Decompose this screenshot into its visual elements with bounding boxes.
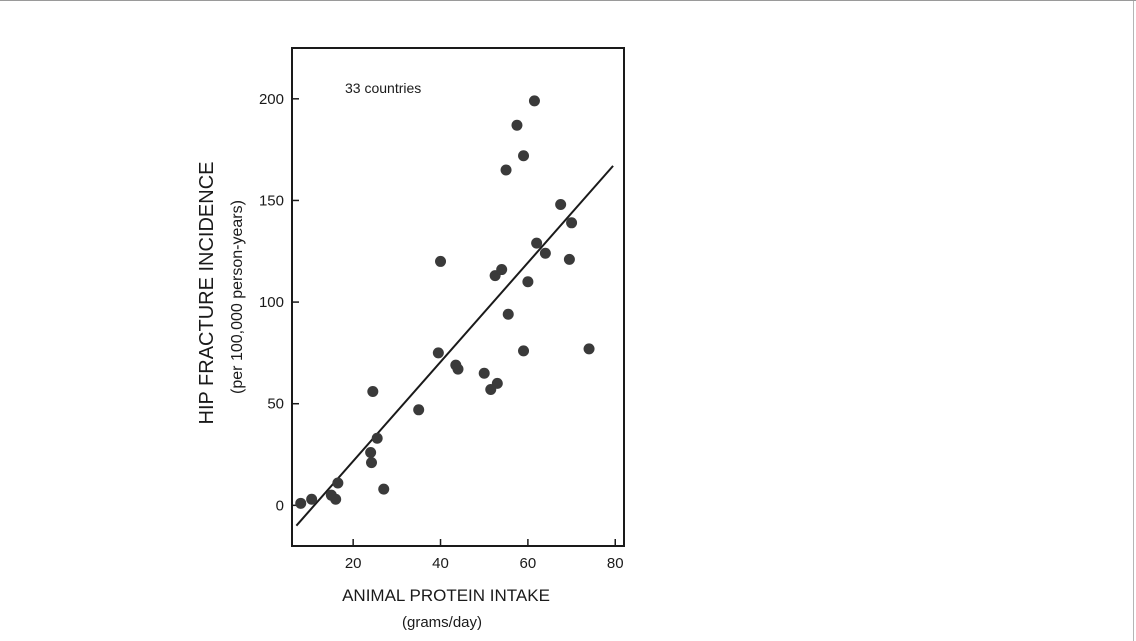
data-point	[435, 255, 447, 267]
y-axis-title: HIP FRACTURE INCIDENCE	[196, 162, 218, 425]
data-point	[502, 308, 514, 320]
data-point	[518, 150, 530, 162]
data-point	[478, 367, 490, 379]
annotation-text: 33 countries	[345, 80, 421, 96]
data-point	[555, 199, 567, 211]
x-tick-label: 20	[345, 555, 362, 572]
data-point	[531, 237, 543, 249]
divider	[1133, 1, 1134, 641]
data-point	[365, 446, 377, 458]
data-points	[295, 95, 595, 509]
data-point	[522, 276, 534, 288]
data-point	[432, 347, 444, 359]
data-point	[452, 363, 464, 375]
x-axis-subtitle: (grams/day)	[402, 614, 482, 631]
trend-line	[295, 165, 614, 527]
data-point	[330, 493, 342, 505]
plot-frame	[291, 47, 625, 547]
data-point	[332, 477, 344, 489]
data-point	[491, 377, 503, 389]
data-point	[539, 247, 551, 259]
data-point	[528, 95, 540, 107]
x-axis: 20 40 60 80	[345, 539, 624, 572]
x-axis-title: ANIMAL PROTEIN INTAKE	[342, 586, 550, 605]
data-point	[371, 432, 383, 444]
data-point	[367, 386, 379, 398]
data-point	[500, 164, 512, 176]
y-tick-label: 100	[259, 294, 284, 311]
data-point	[511, 119, 523, 131]
data-point	[496, 264, 508, 276]
y-tick-label: 200	[259, 91, 284, 108]
data-point	[413, 404, 425, 416]
data-point	[583, 343, 595, 355]
trend-line-group	[295, 165, 614, 527]
data-point	[306, 493, 318, 505]
x-tick-label: 60	[520, 555, 537, 572]
y-tick-label: 0	[276, 497, 284, 514]
data-point	[566, 217, 578, 229]
y-axis-subtitle: (per 100,000 person-years)	[229, 200, 246, 394]
x-tick-label: 80	[607, 555, 624, 572]
x-tick-label: 40	[432, 555, 449, 572]
data-point	[295, 497, 307, 509]
data-point	[563, 253, 575, 265]
data-point	[366, 457, 378, 469]
y-tick-label: 50	[267, 396, 284, 413]
data-point	[518, 345, 530, 357]
data-point	[378, 483, 390, 495]
y-axis: 0 50 100 150 200	[259, 91, 299, 514]
y-tick-label: 150	[259, 192, 284, 209]
